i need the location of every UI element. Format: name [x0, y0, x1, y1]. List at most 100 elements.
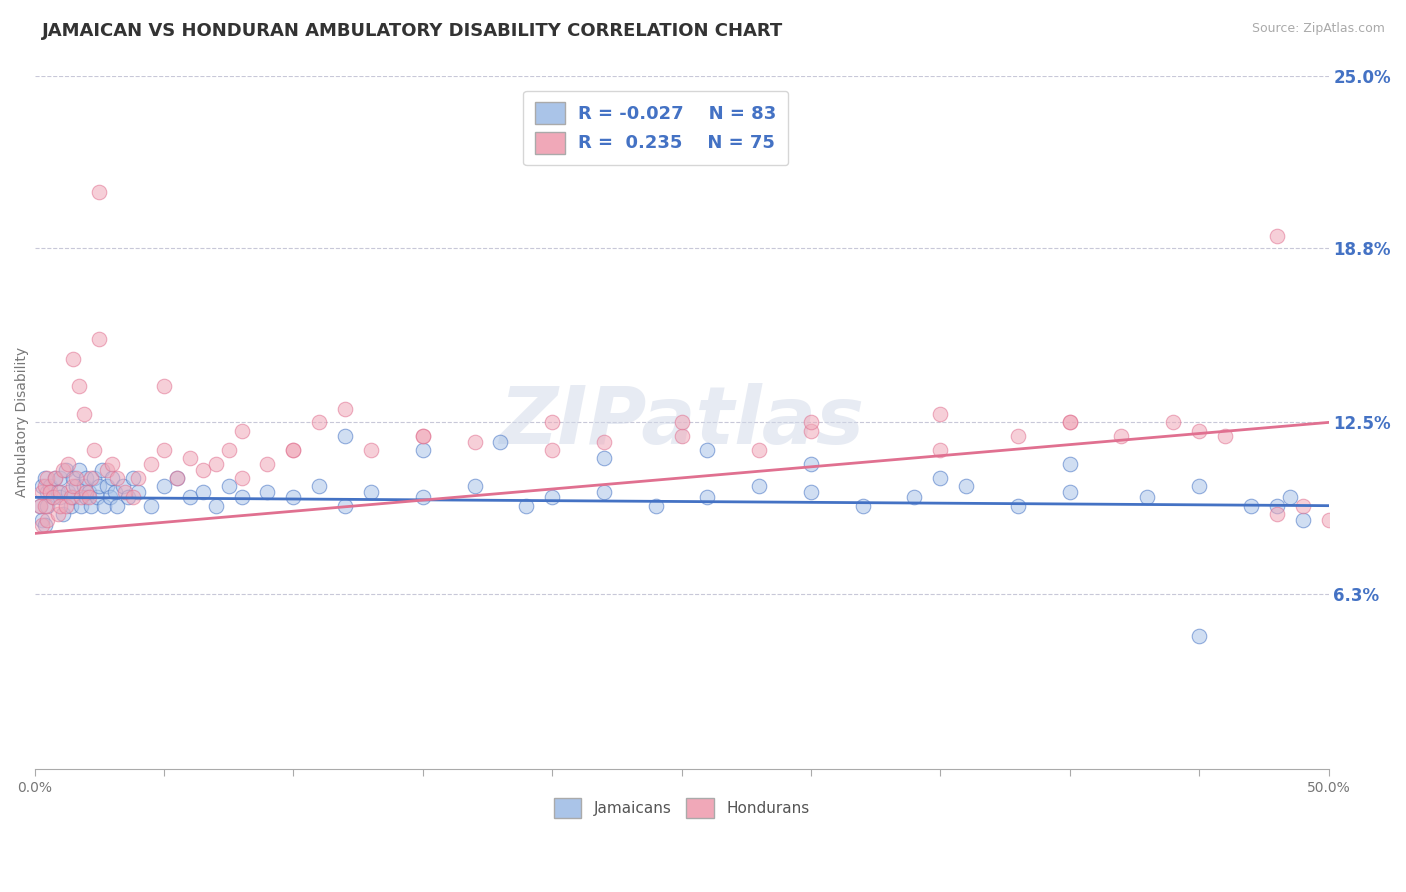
Point: [89, 185, 111, 199]
Point: [903, 491, 925, 505]
Point: [62, 479, 84, 493]
Point: [748, 479, 770, 493]
Point: [139, 457, 162, 471]
Point: [28, 499, 51, 513]
Point: [1059, 416, 1081, 430]
Point: [49, 499, 72, 513]
Point: [166, 471, 188, 485]
Point: [75, 484, 97, 499]
Point: [111, 479, 134, 493]
Point: [1317, 512, 1340, 526]
Point: [308, 479, 330, 493]
Point: [593, 434, 616, 449]
Point: [1188, 424, 1211, 438]
Point: [800, 484, 823, 499]
Point: [1136, 491, 1159, 505]
Point: [39, 479, 62, 493]
Point: [166, 471, 188, 485]
Point: [218, 479, 240, 493]
Point: [283, 491, 305, 505]
Point: [283, 443, 305, 458]
Point: [153, 379, 176, 393]
Point: [1161, 416, 1184, 430]
Text: JAMAICAN VS HONDURAN AMBULATORY DISABILITY CORRELATION CHART: JAMAICAN VS HONDURAN AMBULATORY DISABILI…: [42, 22, 783, 40]
Point: [55, 462, 77, 476]
Point: [67, 462, 90, 476]
Point: [122, 471, 145, 485]
Point: [231, 491, 253, 505]
Point: [34, 518, 56, 533]
Point: [77, 491, 100, 505]
Point: [96, 462, 118, 476]
Point: [191, 484, 214, 499]
Point: [34, 471, 56, 485]
Point: [98, 491, 121, 505]
Point: [1265, 499, 1288, 513]
Point: [31, 512, 53, 526]
Point: [800, 416, 823, 430]
Point: [127, 471, 149, 485]
Point: [929, 407, 952, 421]
Point: [105, 471, 128, 485]
Point: [412, 491, 434, 505]
Point: [93, 499, 115, 513]
Point: [37, 471, 59, 485]
Point: [1007, 429, 1029, 443]
Point: [204, 457, 226, 471]
Point: [70, 499, 93, 513]
Point: [49, 491, 72, 505]
Point: [1059, 416, 1081, 430]
Point: [65, 479, 87, 493]
Point: [179, 491, 201, 505]
Point: [41, 491, 63, 505]
Point: [73, 479, 96, 493]
Point: [89, 479, 111, 493]
Point: [153, 479, 176, 493]
Point: [90, 462, 112, 476]
Point: [333, 429, 356, 443]
Point: [70, 491, 93, 505]
Point: [59, 491, 82, 505]
Point: [489, 434, 512, 449]
Point: [62, 351, 84, 366]
Point: [1007, 499, 1029, 513]
Point: [37, 512, 59, 526]
Point: [127, 484, 149, 499]
Point: [104, 484, 127, 499]
Point: [122, 491, 145, 505]
Point: [412, 443, 434, 458]
Point: [34, 499, 56, 513]
Point: [41, 491, 63, 505]
Point: [83, 471, 105, 485]
Point: [101, 471, 124, 485]
Y-axis label: Ambulatory Disability: Ambulatory Disability: [15, 347, 30, 498]
Point: [463, 434, 485, 449]
Point: [75, 471, 97, 485]
Point: [44, 471, 66, 485]
Point: [360, 484, 382, 499]
Point: [696, 491, 718, 505]
Point: [231, 471, 253, 485]
Point: [1291, 512, 1313, 526]
Point: [748, 443, 770, 458]
Point: [256, 484, 278, 499]
Point: [89, 332, 111, 346]
Point: [1111, 429, 1133, 443]
Point: [515, 499, 537, 513]
Point: [139, 499, 162, 513]
Text: ZIPatlas: ZIPatlas: [499, 384, 865, 461]
Text: Source: ZipAtlas.com: Source: ZipAtlas.com: [1251, 22, 1385, 36]
Point: [52, 507, 75, 521]
Point: [360, 443, 382, 458]
Point: [114, 484, 136, 499]
Point: [929, 471, 952, 485]
Point: [75, 491, 97, 505]
Point: [83, 443, 105, 458]
Point: [1291, 499, 1313, 513]
Point: [696, 443, 718, 458]
Point: [256, 457, 278, 471]
Point: [46, 484, 69, 499]
Point: [31, 484, 53, 499]
Point: [55, 499, 77, 513]
Point: [1278, 491, 1301, 505]
